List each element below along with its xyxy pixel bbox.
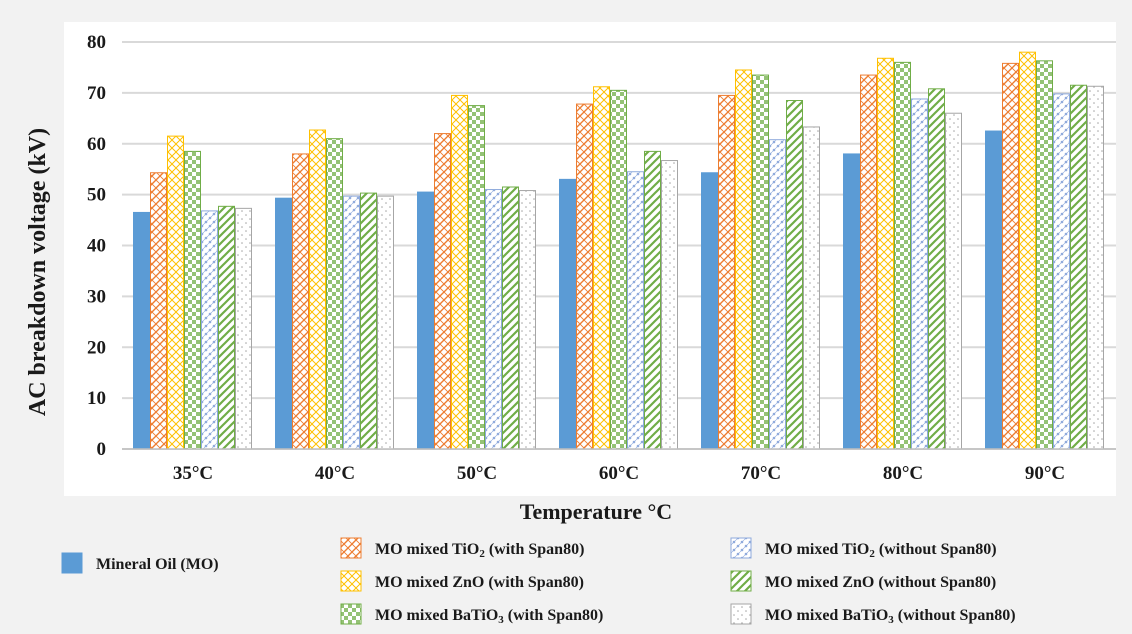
bar-mo-mixed-batio3-without-span80--2 [519,190,536,450]
legend-item: MO mixed ZnO (with Span80) [340,570,584,592]
legend-swatch [730,603,752,625]
bar-mo-mixed-tio2-with-span80--6 [1002,62,1019,450]
bar-mineral-oil-mo--2 [417,191,434,450]
y-tick-label: 60 [87,134,106,155]
bar-mo-mixed-tio2-without-span80--0 [201,210,218,450]
bar-mo-mixed-zno-with-span80--4 [735,69,752,450]
bar-mo-mixed-batio3-with-span80--5 [894,61,911,450]
y-tick-label: 0 [97,439,107,460]
bar-mo-mixed-batio3-with-span80--4 [752,74,769,450]
legend-label: MO mixed TiO2 (with Span80) [375,541,584,560]
bar-mo-mixed-zno-without-span80--1 [360,192,377,450]
legend-label: Mineral Oil (MO) [96,556,219,573]
axes: 0 10 20 30 40 50 60 70 80 35°C 40°C 50°C 60°C 70°C 80°… [87,32,1116,484]
bar-mo-mixed-zno-with-span80--5 [877,57,894,450]
legend-label: MO mixed TiO2 (without Span80) [765,541,997,560]
bars [133,51,1104,450]
bar-mo-mixed-zno-with-span80--3 [593,86,610,450]
bar-mo-mixed-batio3-without-span80--4 [803,126,820,450]
x-tick-label: 60°C [599,463,639,484]
y-tick-label: 10 [87,388,106,409]
legend-label: MO mixed ZnO (without Span80) [765,574,996,591]
legend-item: Mineral Oil (MO) [61,552,219,574]
bar-mo-mixed-tio2-with-span80--3 [576,103,593,450]
bar-mo-mixed-batio3-without-span80--0 [235,207,252,450]
legend-swatch [340,537,362,559]
x-tick-label: 70°C [741,463,781,484]
bar-mineral-oil-mo--6 [985,130,1002,450]
bar-mo-mixed-batio3-with-span80--2 [468,105,485,450]
legend-item: MO mixed TiO2 (without Span80) [730,537,997,560]
bar-mineral-oil-mo--4 [701,172,718,450]
legend: Mineral Oil (MO) MO mixed TiO2 (with Span… [61,537,1016,626]
y-tick-label: 20 [87,337,106,358]
bar-mo-mixed-tio2-without-span80--6 [1053,93,1070,450]
bar-mo-mixed-batio3-without-span80--1 [377,195,394,450]
bar-mo-mixed-tio2-without-span80--1 [343,195,360,450]
bar-mo-mixed-zno-without-span80--6 [1070,84,1087,450]
bar-mo-mixed-batio3-with-span80--6 [1036,60,1053,450]
legend-swatch [61,552,83,574]
legend-item: MO mixed BaTiO3 (with Span80) [340,603,603,626]
y-axis-title: AC breakdown voltage (kV) [25,128,51,416]
bar-mo-mixed-tio2-without-span80--3 [627,171,644,450]
legend-label: MO mixed ZnO (with Span80) [375,574,584,591]
bar-mo-mixed-zno-without-span80--0 [218,205,235,450]
y-tick-label: 40 [87,236,106,257]
bar-mo-mixed-tio2-without-span80--2 [485,189,502,450]
x-tick-label: 80°C [883,463,923,484]
legend-item: MO mixed TiO2 (with Span80) [340,537,584,560]
bar-mo-mixed-zno-without-span80--3 [644,150,661,450]
y-tick-label: 80 [87,32,106,53]
legend-swatch [730,537,752,559]
bar-mo-mixed-batio3-without-span80--6 [1087,85,1104,450]
bar-mineral-oil-mo--0 [133,211,150,450]
legend-label: MO mixed BaTiO3 (without Span80) [765,607,1016,626]
bar-mo-mixed-tio2-without-span80--4 [769,139,786,450]
y-tick-label: 50 [87,185,106,206]
bar-mo-mixed-zno-without-span80--5 [928,88,945,450]
legend-swatch [340,570,362,592]
x-tick-label: 40°C [315,463,355,484]
bar-mo-mixed-tio2-with-span80--4 [718,94,735,450]
y-tick-label: 30 [87,286,106,307]
bar-mo-mixed-batio3-without-span80--3 [661,160,678,450]
bar-mo-mixed-tio2-with-span80--5 [860,74,877,450]
bar-mo-mixed-zno-with-span80--2 [451,94,468,450]
bar-mo-mixed-zno-without-span80--4 [786,100,803,450]
x-axis-title: Temperature °C [520,499,672,524]
bar-mo-mixed-tio2-with-span80--0 [150,172,167,450]
bar-mo-mixed-batio3-with-span80--3 [610,89,627,450]
bar-mo-mixed-tio2-with-span80--1 [292,153,309,450]
bar-mineral-oil-mo--1 [275,197,292,450]
bar-mineral-oil-mo--5 [843,153,860,450]
bar-mo-mixed-tio2-with-span80--2 [434,133,451,450]
legend-label: MO mixed BaTiO3 (with Span80) [375,607,603,626]
bar-mo-mixed-zno-with-span80--0 [167,135,184,450]
bar-mo-mixed-batio3-with-span80--1 [326,138,343,450]
x-tick-label: 50°C [457,463,497,484]
legend-swatch [730,570,752,592]
x-tick-label: 90°C [1025,463,1065,484]
bar-mo-mixed-batio3-with-span80--0 [184,150,201,450]
bar-mo-mixed-zno-with-span80--1 [309,129,326,450]
x-tick-label: 35°C [173,463,213,484]
legend-swatch [340,603,362,625]
bar-mo-mixed-zno-without-span80--2 [502,186,519,450]
y-tick-label: 70 [87,83,106,104]
bar-mo-mixed-tio2-without-span80--5 [911,98,928,450]
legend-item: MO mixed BaTiO3 (without Span80) [730,603,1016,626]
bar-mineral-oil-mo--3 [559,178,576,450]
legend-item: MO mixed ZnO (without Span80) [730,570,996,592]
bar-mo-mixed-batio3-without-span80--5 [945,112,962,450]
bar-mo-mixed-zno-with-span80--6 [1019,51,1036,450]
